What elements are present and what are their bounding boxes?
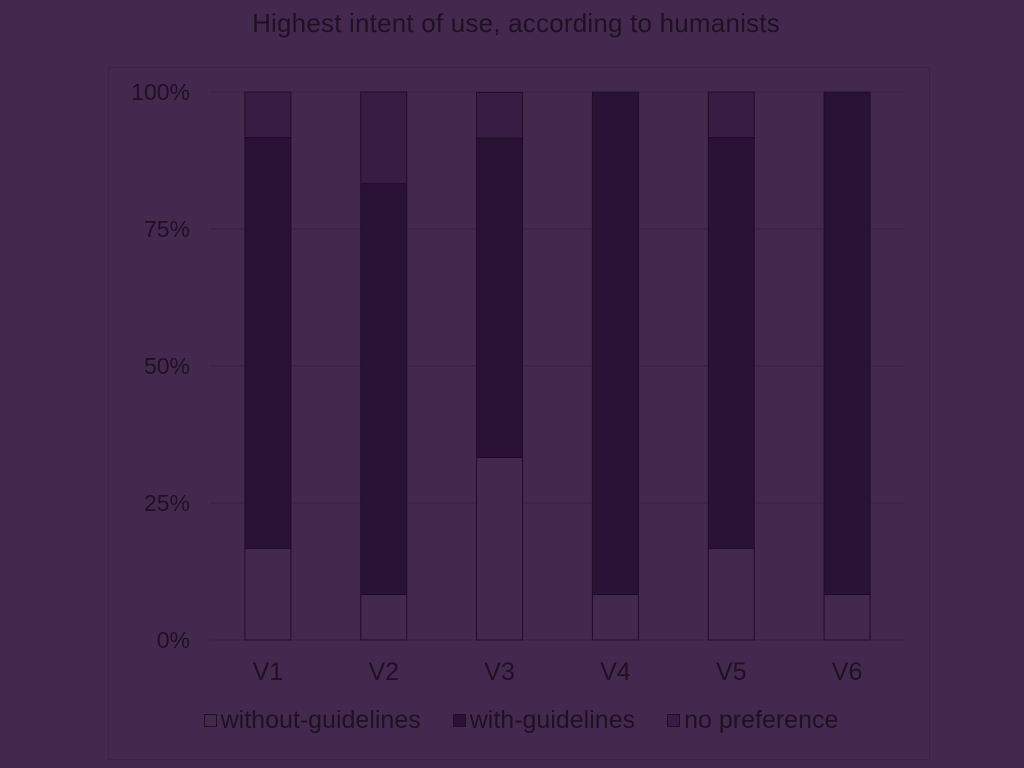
legend-label: with-guidelines <box>469 706 636 734</box>
bar-segment-v6-without-guidelines <box>823 594 871 641</box>
legend-label: no preference <box>684 706 839 734</box>
bar-segment-v2-no-preference <box>360 91 408 185</box>
x-tick-label: V2 <box>368 658 399 686</box>
legend-swatch <box>203 714 217 727</box>
bar-segment-v3-with-guidelines <box>476 137 524 459</box>
y-tick-label: 75% <box>144 216 190 242</box>
bar-segment-v2-with-guidelines <box>360 183 408 596</box>
bar-segment-v1-without-guidelines <box>244 547 292 641</box>
bar-segment-v5-no-preference <box>707 91 755 138</box>
y-tick-label: 50% <box>144 353 190 379</box>
bar-segment-v6-with-guidelines <box>823 91 871 596</box>
legend-item: no preference <box>667 706 838 735</box>
bar-segment-v1-with-guidelines <box>244 136 292 549</box>
bar-segment-v2-without-guidelines <box>360 594 408 641</box>
bar-segment-v5-without-guidelines <box>707 547 755 641</box>
x-tick-label: V6 <box>832 658 863 686</box>
bar-segment-v4-without-guidelines <box>591 594 639 641</box>
legend-label: without-guidelines <box>220 706 421 734</box>
legend-swatch <box>452 714 466 727</box>
legend-swatch <box>667 714 681 727</box>
x-tick-label: V5 <box>716 658 747 686</box>
y-tick-label: 100% <box>131 79 190 105</box>
bar-segment-v4-with-guidelines <box>591 91 639 596</box>
x-tick-label: V4 <box>600 658 631 686</box>
legend-item: with-guidelines <box>452 706 636 735</box>
x-tick-label: V3 <box>484 658 515 686</box>
bar-segment-v5-with-guidelines <box>707 136 755 549</box>
chart-title: Highest intent of use, according to huma… <box>252 8 780 38</box>
bar-segment-v3-without-guidelines <box>476 457 524 641</box>
legend: without-guidelines with-guidelines no pref… <box>0 706 1024 735</box>
bar-segment-v3-no-preference <box>476 92 524 139</box>
legend-item: without-guidelines <box>203 706 421 735</box>
y-tick-label: 0% <box>157 627 190 653</box>
y-tick-label: 25% <box>144 490 190 516</box>
plot-area-frame <box>108 67 930 760</box>
bar-segment-v1-no-preference <box>244 91 292 138</box>
x-tick-label: V1 <box>253 658 284 686</box>
